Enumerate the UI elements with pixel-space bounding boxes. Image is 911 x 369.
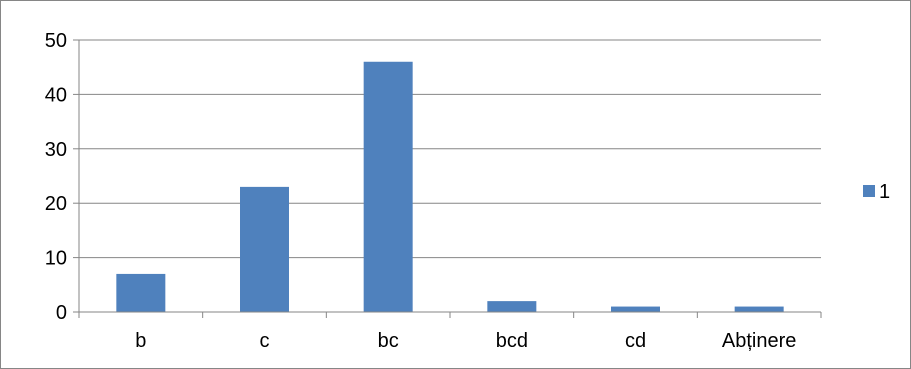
legend-label: 1 — [879, 181, 890, 203]
y-tick-label-0: 0 — [56, 302, 67, 324]
y-tick-label-50: 50 — [45, 30, 67, 52]
gridlines — [79, 39, 821, 259]
bar-bcd — [487, 301, 537, 312]
x-tick-label-b: b — [135, 330, 146, 352]
x-tick-label-bcd: bcd — [496, 330, 528, 352]
axes — [73, 39, 822, 318]
y-tick-label-40: 40 — [45, 84, 67, 106]
bar-c — [240, 186, 289, 312]
legend: 1 — [863, 181, 890, 203]
x-tick-label-bc: bc — [378, 330, 399, 352]
x-tick-label-cd: cd — [625, 330, 646, 352]
y-tick-label-10: 10 — [45, 248, 67, 270]
bar-Abținere — [734, 306, 784, 312]
bar-bc — [363, 61, 413, 313]
x-tick-label-Abținere: Abținere — [722, 330, 797, 352]
legend-swatch — [863, 185, 875, 197]
bars — [116, 61, 784, 313]
y-tick-label-30: 30 — [45, 139, 67, 161]
x-tick-label-c: c — [260, 330, 270, 352]
y-tick-label-20: 20 — [45, 193, 67, 215]
bar-cd — [611, 306, 660, 312]
bar-b — [116, 273, 166, 312]
